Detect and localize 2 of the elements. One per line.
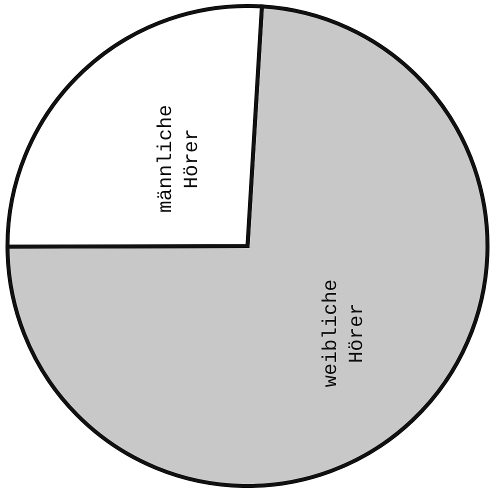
slice-label: männliche Hörer <box>155 104 204 213</box>
slice-label: weibliche Hörer <box>320 279 369 388</box>
